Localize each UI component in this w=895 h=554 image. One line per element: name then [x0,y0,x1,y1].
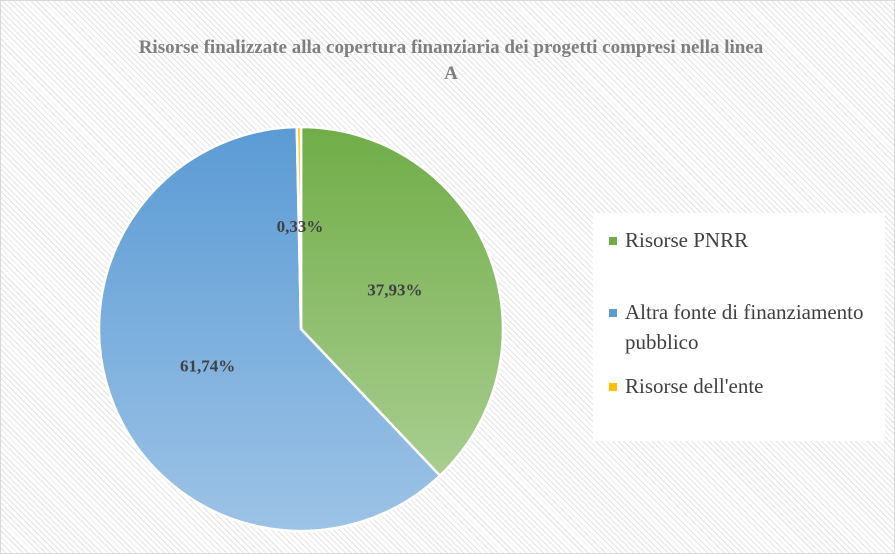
slice-shade [98,127,440,531]
legend-swatch [609,309,617,317]
legend-label: Risorse dell'ente [625,374,764,398]
legend-label: Altra fonte di finanziamento pubblico [625,300,864,354]
slice-shade [301,127,503,476]
chart-title: Risorse finalizzate alla copertura finan… [138,37,764,84]
legend-swatch [609,383,617,391]
data-label: 0,33% [277,217,324,236]
data-label: 61,74% [180,356,235,375]
slice-shade [296,127,301,329]
data-label: 37,93% [367,281,422,300]
legend-entry: Risorse dell'ente [607,371,894,401]
legend: Risorse PNRR Altra fonte di finanziamento… [593,213,885,441]
legend-entry: Risorse PNRR [607,225,894,255]
legend-swatch [609,237,617,245]
legend-entry: Altra fonte di finanziamento pubblico [607,297,894,357]
legend-label: Risorse PNRR [625,228,749,252]
